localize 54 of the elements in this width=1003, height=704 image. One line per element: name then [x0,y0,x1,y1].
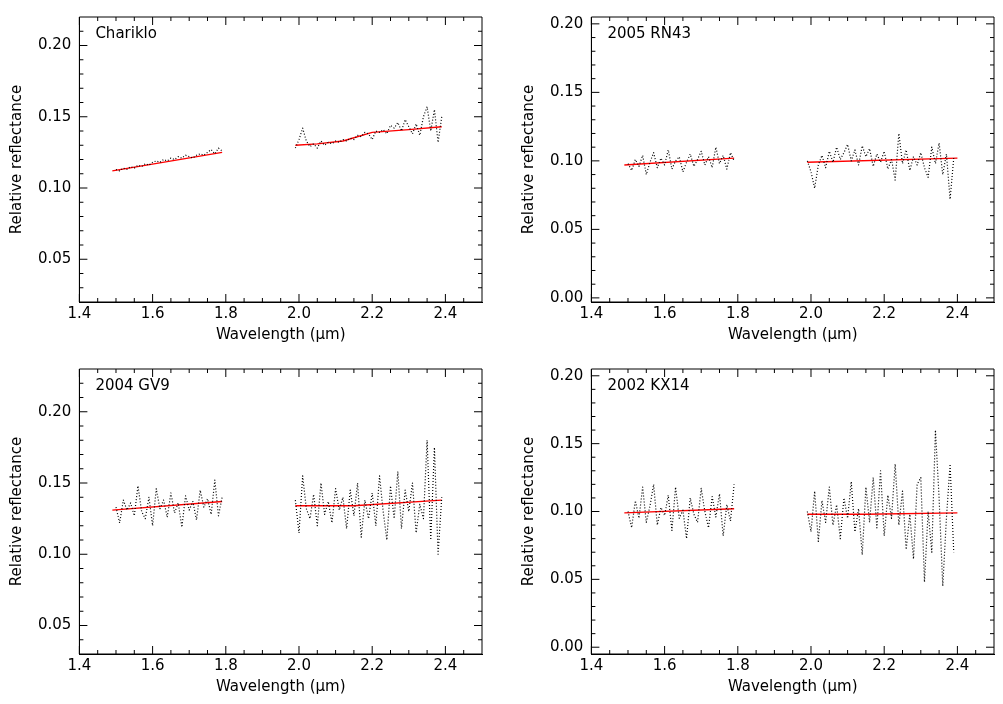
x-tick-label: 1.8 [213,655,238,674]
x-tick-label: 2.0 [287,303,311,322]
y-tick-label: 0.00 [549,287,584,306]
x-tick-label: 1.6 [140,655,165,674]
y-tick-label: 0.20 [549,365,584,384]
y-tick-label: 0.20 [37,401,72,420]
y-tick-label: 0.15 [37,472,72,491]
x-tick-label: 1.4 [579,655,604,674]
y-tick-label: 0.00 [549,637,584,656]
x-tick-label: 2.2 [872,303,897,322]
x-axis-title: Wavelength (μm) [215,676,346,695]
x-tick-label: 2.0 [287,655,311,674]
y-tick-label: 0.05 [37,615,72,634]
y-axis-title: Relative reflectance [6,436,25,587]
text: 2004 GV9 [95,376,170,395]
x-axis-title: Wavelength (μm) [215,324,346,343]
y-tick-label: 0.15 [549,433,584,452]
y-tick-label: 0.20 [549,13,584,32]
y-tick-label: 0.10 [37,177,72,196]
y-tick-label: 0.10 [549,150,584,169]
x-tick-label: 2.2 [360,655,385,674]
x-tick-label: 1.6 [140,303,165,322]
y-tick-label: 0.15 [549,82,584,101]
y-axis-title: Relative reflectance [6,84,25,235]
y-tick-label: 0.05 [549,569,584,588]
x-tick-label: 2.4 [945,655,970,674]
y-tick-label: 0.10 [37,544,72,563]
x-tick-label: 1.8 [213,303,238,322]
text: 2002 KX14 [607,376,690,395]
x-tick-label: 1.4 [579,303,604,322]
x-axis-title: Wavelength (μm) [727,324,858,343]
x-tick-label: 2.4 [433,303,458,322]
y-tick-label: 0.05 [37,249,72,268]
x-tick-label: 2.2 [360,303,385,322]
x-tick-label: 1.6 [652,303,677,322]
x-tick-label: 1.6 [652,655,677,674]
text: Chariklo [95,24,157,43]
x-tick-label: 1.8 [725,655,750,674]
x-tick-label: 2.4 [433,655,458,674]
x-tick-label: 2.4 [945,303,970,322]
y-axis-title: Relative reflectance [518,84,537,235]
x-tick-label: 2.0 [799,655,823,674]
x-tick-label: 1.4 [67,655,92,674]
x-tick-label: 2.0 [799,303,823,322]
y-tick-label: 0.20 [37,35,72,54]
x-tick-label: 1.8 [725,303,750,322]
y-axis-title: Relative reflectance [518,436,537,587]
y-tick-label: 0.10 [549,501,584,520]
text: 2005 RN43 [607,24,692,43]
x-tick-label: 1.4 [67,303,92,322]
x-tick-label: 2.2 [872,655,897,674]
x-axis-title: Wavelength (μm) [727,676,858,695]
y-tick-label: 0.15 [37,106,72,125]
y-tick-label: 0.05 [549,219,584,238]
